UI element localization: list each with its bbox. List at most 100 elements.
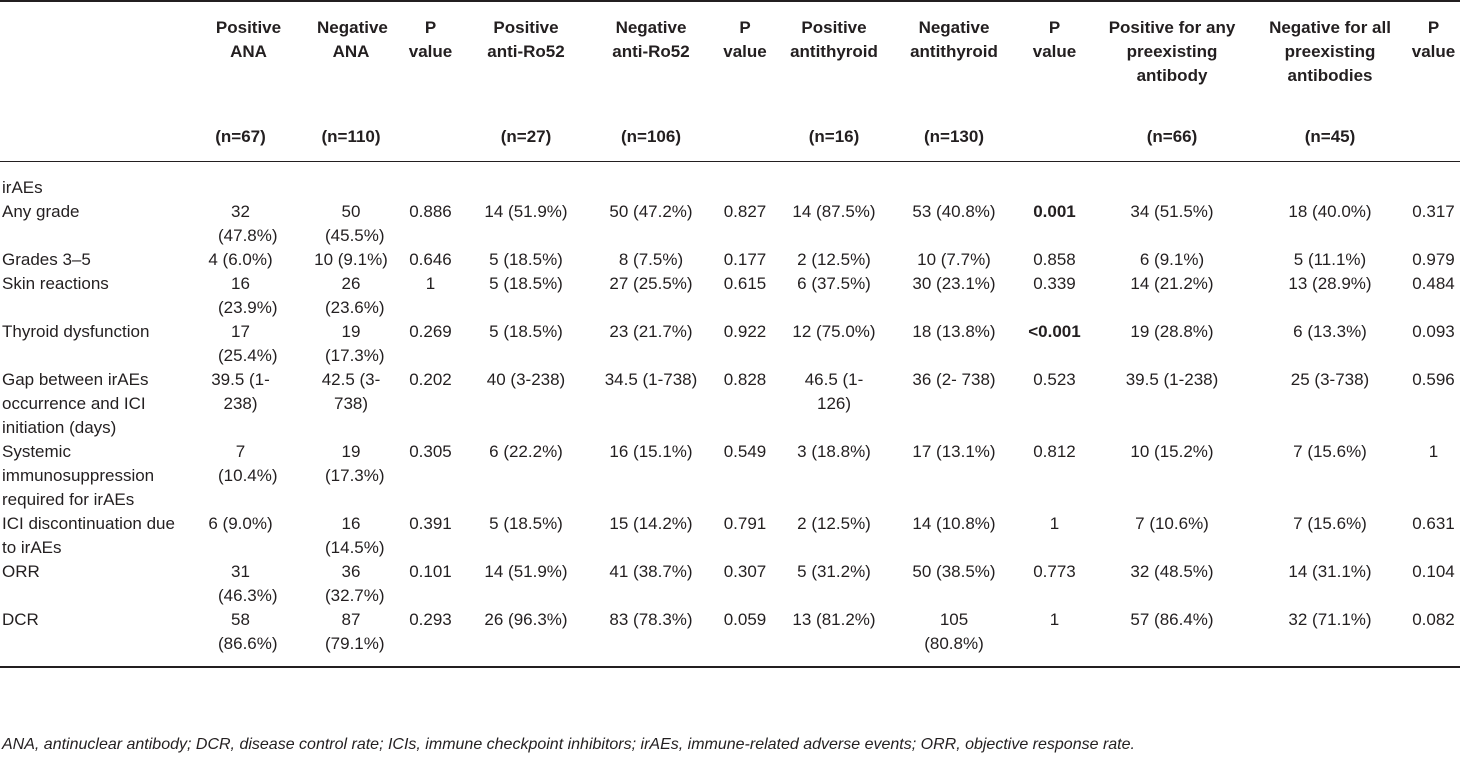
cell: 14 (10.8%) (912, 513, 996, 533)
cell: 105 (80.8%) (890, 607, 1018, 668)
cell: 0.827 (723, 201, 767, 221)
cell: 1 (1428, 441, 1439, 461)
cell: 0.177 (723, 249, 767, 269)
table-row: Grades 3–5 4 (6.0%) 10 (9.1%) 0.646 5 (1… (0, 248, 1460, 272)
cell: 5 (18.5%) (489, 321, 563, 341)
cell: 0.339 (1033, 273, 1076, 293)
cell: 23 (21.7%) (609, 321, 693, 341)
cell: 15 (14.2%) (609, 513, 693, 533)
table-row: DCR 58 (86.6%) 87 (79.1%) 0.293 26 (96.3… (0, 607, 1460, 668)
cell: 13 (81.2%) (778, 607, 890, 668)
row-label: Systemic immunosuppression required for … (2, 441, 155, 509)
cell: 0.596 (1412, 369, 1455, 389)
cell: 5 (18.5%) (489, 513, 563, 533)
cell: 34 (51.5%) (1130, 201, 1214, 221)
cell: 0.317 (1412, 201, 1455, 221)
cell: 40 (3-238) (486, 369, 566, 389)
cell: 0.082 (1407, 607, 1460, 668)
cell: 16 (23.9%) (218, 273, 278, 317)
cell: 0.305 (409, 441, 452, 461)
cell: 13 (28.9%) (1288, 273, 1372, 293)
cell: 14 (87.5%) (792, 201, 876, 221)
cell: 6 (37.5%) (797, 273, 871, 293)
row-label: ICI discontinuation due to irAEs (2, 513, 175, 557)
header-cell: Positive anti-Ro52 (n=27) (462, 0, 590, 162)
cell: 41 (38.7%) (609, 561, 693, 581)
cell: 0.773 (1033, 561, 1076, 581)
header-cell: P value (712, 0, 778, 162)
cell: 58 (86.6%) (178, 607, 303, 668)
cell: 4 (6.0%) (208, 249, 273, 269)
cell: 0.093 (1412, 321, 1455, 341)
cell-significant: <0.001 (1028, 321, 1081, 341)
cell: 19 (17.3%) (325, 441, 385, 485)
cell: 5 (18.5%) (489, 273, 563, 293)
cell: 17 (13.1%) (912, 441, 996, 461)
cell: 14 (51.9%) (484, 561, 568, 581)
cell: 0.307 (723, 561, 767, 581)
cell: 0.646 (409, 249, 452, 269)
cell: 83 (78.3%) (590, 607, 712, 668)
results-table: Positive ANA (n=67) Negative ANA (n=110) P… (0, 0, 1460, 668)
cell: 26 (96.3%) (462, 607, 590, 668)
cell: 10 (9.1%) (314, 249, 388, 269)
cell: 32 (48.5%) (1130, 561, 1214, 581)
cell: 50 (45.5%) (325, 201, 385, 245)
cell: 32 (47.8%) (218, 201, 278, 245)
cell: 16 (14.5%) (325, 513, 385, 557)
cell: 26 (23.6%) (325, 273, 385, 317)
cell: 0.202 (409, 369, 452, 389)
cell: 2 (12.5%) (797, 249, 871, 269)
cell: 3 (18.8%) (797, 441, 871, 461)
row-label: Thyroid dysfunction (2, 321, 150, 341)
cell: 10 (15.2%) (1130, 441, 1214, 461)
header-cell: Negative antithyroid (n=130) (890, 0, 1018, 162)
cell: 5 (31.2%) (797, 561, 871, 581)
cell: 39.5 (1-238) (1125, 369, 1219, 389)
cell: 27 (25.5%) (609, 273, 693, 293)
cell: 0.812 (1033, 441, 1076, 461)
cell: 2 (12.5%) (797, 513, 871, 533)
header-cell: Negative anti-Ro52 (n=106) (590, 0, 712, 162)
cell: 6 (9.0%) (208, 513, 273, 533)
table-row: ICI discontinuation due to irAEs 6 (9.0%… (0, 512, 1460, 560)
cell: 1 (425, 273, 436, 293)
table-row: Thyroid dysfunction 17 (25.4%) 19 (17.3%… (0, 320, 1460, 368)
cell: 50 (47.2%) (609, 201, 693, 221)
table-footnote: ANA, antinuclear antibody; DCR, disease … (2, 736, 1135, 753)
cell-significant: 0.001 (1033, 201, 1076, 221)
cell: 0.523 (1033, 369, 1076, 389)
row-label: Gap between irAEs occurrence and ICI ini… (2, 369, 149, 437)
cell: 36 (32.7%) (325, 561, 385, 605)
cell: 0.101 (409, 561, 452, 581)
table-row: Skin reactions 16 (23.9%) 26 (23.6%) 1 5… (0, 272, 1460, 320)
cell: 14 (21.2%) (1130, 273, 1214, 293)
cell: 53 (40.8%) (912, 201, 996, 221)
cell: 42.5 (3-738) (321, 369, 381, 413)
cell: 50 (38.5%) (912, 561, 996, 581)
cell: 0.269 (409, 321, 452, 341)
cell: 0.484 (1412, 273, 1455, 293)
cell: 7 (10.6%) (1135, 513, 1209, 533)
cell: 5 (11.1%) (1293, 249, 1367, 269)
cell: 14 (51.9%) (484, 201, 568, 221)
cell: 10 (7.7%) (917, 249, 991, 269)
table-row: Gap between irAEs occurrence and ICI ini… (0, 368, 1460, 440)
cell: 0.615 (723, 273, 767, 293)
header-cell-label (0, 0, 178, 162)
header-cell: Negative ANA (n=110) (303, 0, 399, 162)
header-cell: P value (1407, 0, 1460, 162)
cell: 18 (13.8%) (912, 321, 996, 341)
cell: 12 (75.0%) (792, 321, 876, 341)
cell: 32 (71.1%) (1253, 607, 1407, 668)
cell: 25 (3-738) (1290, 369, 1370, 389)
table-row: Any grade 32 (47.8%) 50 (45.5%) 0.886 14… (0, 200, 1460, 248)
cell: 18 (40.0%) (1288, 201, 1372, 221)
cell: 7 (15.6%) (1293, 441, 1367, 461)
cell: 1 (1018, 607, 1091, 668)
cell: 8 (7.5%) (618, 249, 684, 269)
cell: 0.391 (409, 513, 452, 533)
header-cell: Negative for all preexisting antibodies(… (1253, 0, 1407, 162)
cell: 36 (2- 738) (912, 369, 996, 389)
cell: 34.5 (1-738) (604, 369, 698, 389)
